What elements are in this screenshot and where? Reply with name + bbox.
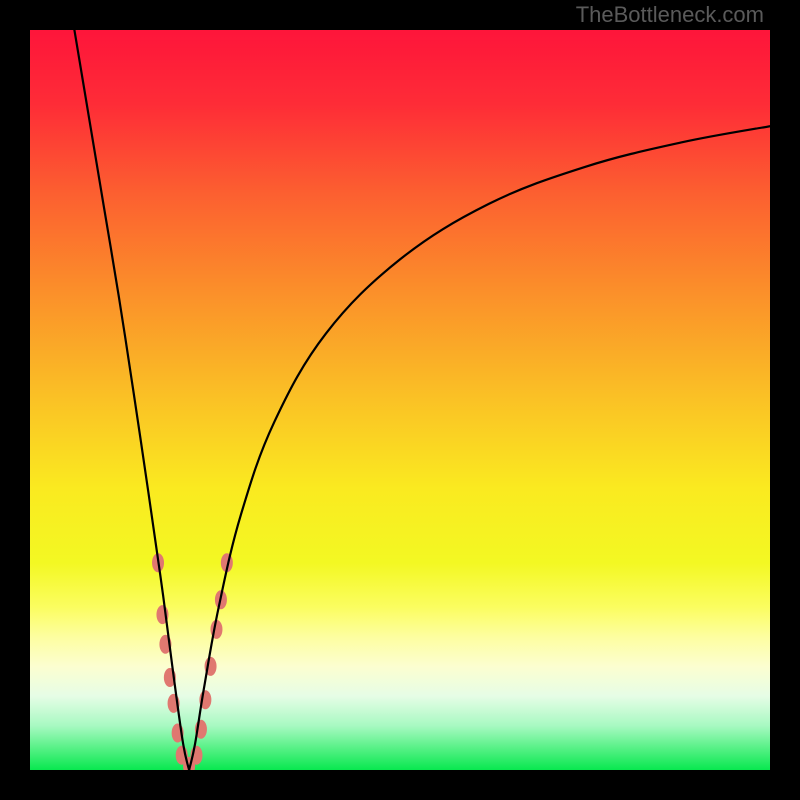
data-markers [153, 554, 233, 770]
watermark-text: TheBottleneck.com [576, 2, 764, 27]
plot-area [30, 30, 770, 770]
chart-frame [0, 0, 800, 800]
watermark-link[interactable]: TheBottleneck.com [576, 2, 764, 28]
left-curve [74, 30, 189, 770]
curves-layer [30, 30, 770, 770]
right-curve [189, 126, 770, 770]
